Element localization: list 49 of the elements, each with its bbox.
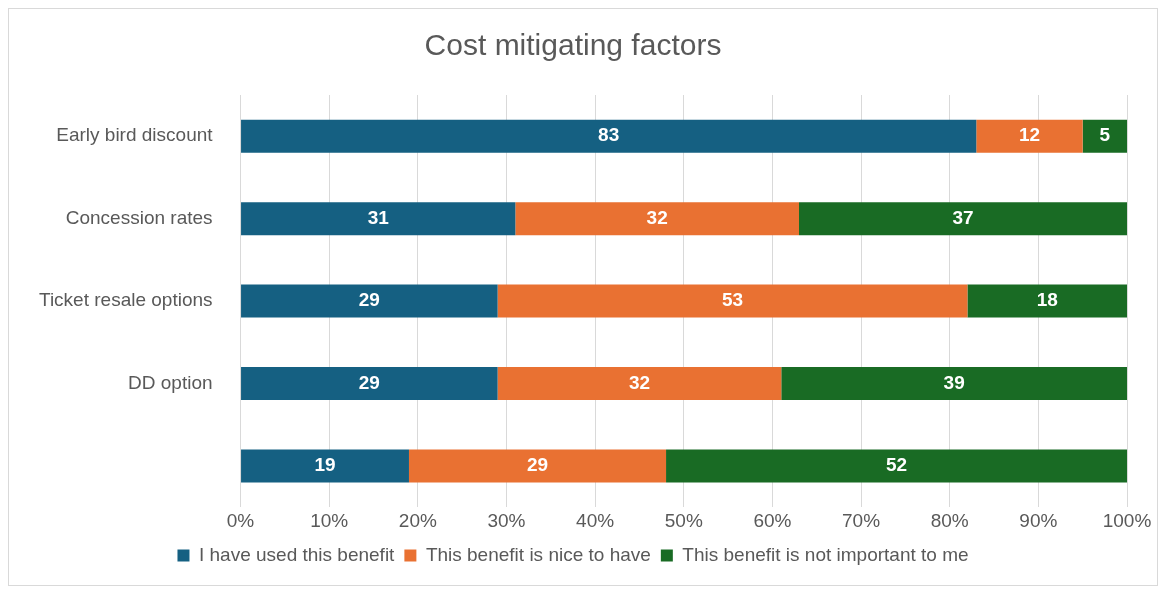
x-tick-label: 60% (753, 509, 792, 531)
bar (241, 119, 977, 153)
x-tick-label: 40% (576, 509, 615, 531)
bar (241, 284, 498, 318)
bar (976, 119, 1083, 153)
x-tick-label: 20% (398, 509, 437, 531)
bar (967, 284, 1127, 318)
x-tick-label: 90% (1019, 509, 1058, 531)
x-tick-label: 100% (1102, 509, 1152, 531)
y-tick-label: DD option (128, 371, 213, 393)
data-label: 5 (1099, 124, 1111, 146)
bar (781, 367, 1127, 401)
legend-label: This benefit is not important to me (682, 543, 969, 565)
bar (799, 202, 1127, 236)
chart-title: Cost mitigating factors (424, 28, 722, 62)
x-tick-label: 50% (664, 509, 703, 531)
y-tick-label: Concession rates (65, 206, 213, 228)
data-label: 83 (598, 124, 620, 146)
data-label: 29 (526, 454, 549, 476)
data-label: 29 (358, 371, 380, 393)
data-label: 37 (952, 206, 974, 228)
data-label: 53 (721, 289, 744, 311)
bar (408, 449, 667, 483)
data-label: 31 (367, 206, 390, 228)
data-label: 32 (628, 371, 651, 393)
x-tick-label: 80% (930, 509, 969, 531)
data-label: 29 (358, 289, 380, 311)
bar (666, 449, 1127, 483)
y-tick-label: Early bird discount (56, 124, 214, 146)
x-tick-label: 10% (310, 509, 349, 531)
data-label: 39 (943, 371, 965, 393)
data-label: 19 (314, 454, 336, 476)
data-label: 32 (646, 206, 668, 228)
bar (497, 367, 782, 401)
data-label: 18 (1036, 289, 1058, 311)
x-tick-label: 70% (842, 509, 881, 531)
legend-label: I have used this benefit (198, 543, 396, 565)
legend-label: This benefit is nice to have (425, 543, 651, 565)
bar (241, 367, 498, 401)
data-label: 52 (885, 454, 908, 476)
bar (241, 202, 516, 236)
y-tick-label: Ticket resale options (39, 289, 213, 311)
x-tick-label: 30% (487, 509, 526, 531)
bar (1082, 119, 1127, 153)
x-tick-label: 0% (226, 509, 255, 531)
bar (241, 449, 409, 483)
data-label: 12 (1018, 124, 1041, 146)
bar (515, 202, 800, 236)
bar (497, 284, 968, 318)
